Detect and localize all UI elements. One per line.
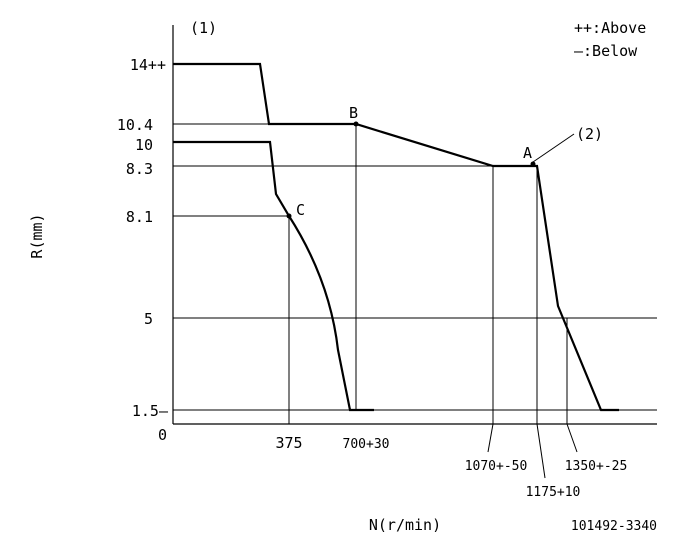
part-number-label: 101492-3340 bbox=[571, 519, 657, 534]
x-tick-label-1350: 1350+-25 bbox=[565, 459, 628, 474]
marker-1-label: (1) bbox=[190, 19, 217, 37]
point-b-marker bbox=[353, 121, 359, 127]
x-tick-label-1175: 1175+10 bbox=[526, 485, 581, 500]
x-tick-label-700: 700+30 bbox=[343, 437, 390, 452]
leader-1350 bbox=[566, 423, 578, 453]
y-tick-label-8.3: 8.3 bbox=[126, 160, 153, 178]
x-tick-label-375: 375 bbox=[275, 434, 302, 452]
point-b-label: B bbox=[349, 104, 358, 122]
characteristic-curve-above bbox=[173, 62, 619, 412]
y-tick-label-8.1: 8.1 bbox=[126, 208, 153, 226]
point-c-marker bbox=[286, 213, 292, 219]
y-axis-title: R(mm) bbox=[28, 213, 46, 258]
point-a-marker bbox=[530, 161, 536, 167]
legend-above-label: ++:Above bbox=[574, 19, 646, 37]
origin-label: 0 bbox=[158, 426, 167, 444]
marker-2-label: (2) bbox=[576, 125, 603, 143]
y-tick-label-14: 14++ bbox=[130, 56, 166, 74]
x-tick-label-1070: 1070+-50 bbox=[465, 459, 528, 474]
y-tick-label-10: 10 bbox=[135, 136, 153, 154]
x-axis-title: N(r/min) bbox=[369, 516, 441, 534]
leader-1070 bbox=[487, 423, 494, 453]
legend-below-label: —:Below bbox=[574, 42, 638, 60]
y-tick-label-1.5: 1.5— bbox=[132, 402, 169, 420]
leader-marker2 bbox=[532, 133, 575, 163]
characteristic-curve-below bbox=[173, 140, 374, 412]
point-c-label: C bbox=[296, 201, 305, 219]
point-a-label: A bbox=[523, 144, 532, 162]
y-tick-label-5: 5 bbox=[144, 310, 153, 328]
y-tick-label-10.4: 10.4 bbox=[117, 116, 153, 134]
leader-1175 bbox=[536, 423, 546, 479]
